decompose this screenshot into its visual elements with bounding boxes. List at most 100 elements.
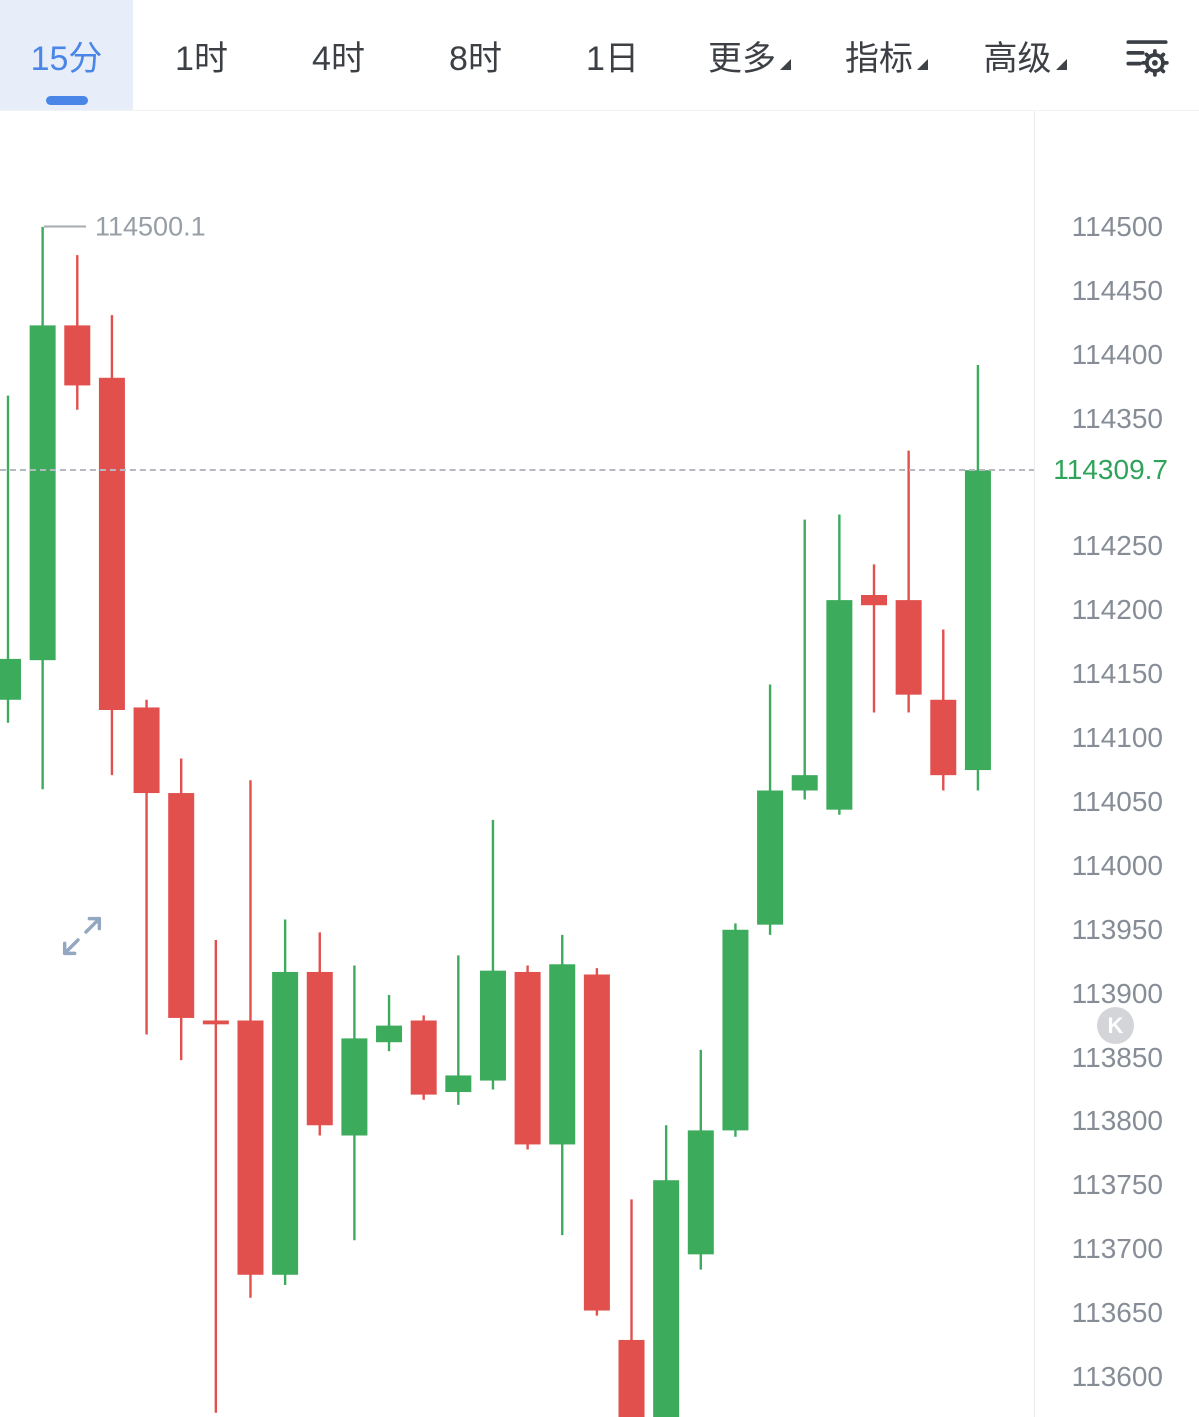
y-axis: 114309.7 114500 114450 114400 114350 114250 1… <box>1034 110 1199 1417</box>
candle-28 <box>930 629 957 791</box>
candle-1 <box>0 395 21 723</box>
y-axis-label: 114500 <box>1071 211 1163 242</box>
candle-12 <box>376 994 403 1052</box>
menu-label: 指标 <box>845 39 913 78</box>
candle-body <box>168 793 195 1018</box>
candle-21 <box>687 1049 714 1270</box>
candle-body <box>895 600 922 695</box>
expand-chart-button[interactable] <box>58 912 106 960</box>
candle-body <box>0 658 21 700</box>
candle-25 <box>826 514 853 815</box>
candle-body <box>341 1038 368 1136</box>
chart-toolbar: 15分 1时 4时 8时 1日 更多 指标 高级 <box>0 0 1199 111</box>
candle-5 <box>133 699 160 1035</box>
candle-6 <box>168 758 195 1061</box>
watermark-letter: K <box>1107 1012 1124 1038</box>
current-price-label: 114309.7 <box>1048 451 1169 490</box>
candle-body <box>237 1020 264 1275</box>
candle-2 <box>29 226 56 790</box>
candle-body <box>653 1180 680 1417</box>
candle-3 <box>64 255 91 410</box>
candle-17 <box>549 934 576 1236</box>
candle-body <box>98 377 125 710</box>
candle-body <box>930 699 957 776</box>
candle-body <box>272 971 299 1275</box>
y-axis-label: 114050 <box>1071 786 1163 817</box>
y-axis-label: 114000 <box>1071 849 1163 881</box>
y-axis-label: 113950 <box>1071 913 1163 945</box>
y-axis-label: 113650 <box>1071 1297 1163 1329</box>
candle-13 <box>410 1015 437 1100</box>
candle-29 <box>964 365 991 791</box>
corner-triangle-icon <box>1055 58 1067 70</box>
y-axis-label: 113800 <box>1071 1105 1163 1137</box>
candle-24 <box>791 519 818 800</box>
tab-interval-1h[interactable]: 1时 <box>133 0 270 110</box>
y-axis-label: 114200 <box>1071 594 1163 626</box>
candle-23 <box>757 684 784 935</box>
candle-20 <box>653 1125 680 1417</box>
chart-settings-button[interactable] <box>1095 0 1199 110</box>
tab-label: 1时 <box>175 39 228 78</box>
high-price-marker: 114500.1 <box>44 211 206 242</box>
y-axis-label: 113600 <box>1071 1361 1163 1392</box>
tab-interval-4h[interactable]: 4时 <box>270 0 407 110</box>
tab-label: 1日 <box>586 39 639 78</box>
candle-body <box>757 790 784 925</box>
y-axis-label: 114250 <box>1071 530 1163 562</box>
y-axis-label: 113750 <box>1071 1169 1163 1201</box>
expand-arrows-icon <box>62 916 102 956</box>
tab-interval-1d[interactable]: 1日 <box>544 0 681 110</box>
menu-advanced[interactable]: 高级 <box>955 0 1095 110</box>
candle-body <box>687 1130 714 1255</box>
candle-19 <box>618 1199 645 1417</box>
candle-body <box>964 470 991 771</box>
y-axis-label: 114150 <box>1071 658 1163 690</box>
candle-body <box>479 970 506 1081</box>
menu-more[interactable]: 更多 <box>681 0 818 110</box>
candle-body <box>202 1020 229 1025</box>
tab-label: 8时 <box>449 39 502 78</box>
high-marker-label: 114500.1 <box>95 211 206 242</box>
tab-interval-8h[interactable]: 8时 <box>407 0 544 110</box>
candle-15 <box>479 819 506 1090</box>
candle-body <box>549 964 576 1145</box>
candle-body <box>618 1339 645 1417</box>
tab-interval-15m[interactable]: 15分 <box>0 0 133 110</box>
candle-body <box>826 600 853 810</box>
list-gear-icon <box>1126 40 1169 77</box>
candle-body <box>861 595 887 606</box>
candle-8 <box>237 780 264 1298</box>
candle-9 <box>272 919 299 1285</box>
tab-label: 15分 <box>30 39 103 78</box>
candle-7 <box>202 940 229 1413</box>
y-axis-label: 113700 <box>1071 1233 1163 1265</box>
high-marker-line <box>44 225 86 228</box>
candle-22 <box>722 923 749 1137</box>
y-axis-label: 113850 <box>1071 1041 1163 1073</box>
k-watermark-badge: K <box>1097 1007 1134 1044</box>
candle-14 <box>445 955 472 1105</box>
candlestick-chart-canvas[interactable] <box>0 0 1035 1417</box>
candle-body <box>583 974 610 1311</box>
corner-triangle-icon <box>780 58 791 70</box>
menu-indicators[interactable]: 指标 <box>818 0 955 110</box>
candle-body <box>376 1025 403 1043</box>
candle-body <box>410 1020 437 1095</box>
candle-26 <box>861 564 887 713</box>
candle-10 <box>306 932 333 1136</box>
y-axis-label: 114350 <box>1071 402 1163 434</box>
candle-16 <box>514 965 541 1150</box>
candle-4 <box>98 315 125 776</box>
candle-body <box>445 1075 472 1093</box>
candle-body <box>133 707 160 794</box>
candle-body <box>64 325 91 386</box>
candle-18 <box>583 968 610 1316</box>
y-axis-label: 113900 <box>1071 977 1163 1009</box>
candle-27 <box>895 450 922 713</box>
y-axis-label: 114100 <box>1071 722 1163 754</box>
candle-body <box>722 929 749 1131</box>
corner-triangle-icon <box>917 58 928 70</box>
candle-body <box>514 971 541 1145</box>
